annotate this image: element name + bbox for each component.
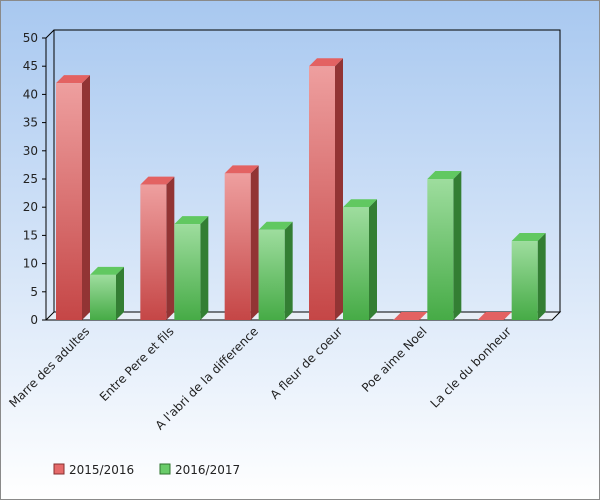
bar: [427, 171, 462, 320]
plot-left-wall-top: [45, 29, 55, 39]
y-tick-label: 10: [23, 257, 38, 271]
bars: [56, 58, 546, 321]
bar: [56, 75, 90, 321]
bar: [258, 221, 293, 320]
y-tick-label: 50: [23, 31, 38, 45]
bar: [224, 165, 259, 320]
y-tick-label: 5: [30, 285, 38, 299]
y-axis: 0 5 10 15 20 25 30 35 40 45 50: [23, 31, 46, 327]
bar: [140, 176, 175, 320]
legend-item: 2015/2016: [53, 463, 134, 477]
y-tick-label: 40: [23, 87, 38, 101]
legend: 2015/2016 2016/2017: [53, 463, 240, 477]
legend-swatch: [159, 463, 171, 475]
legend-label: 2016/2017: [175, 463, 240, 477]
bar: [90, 266, 124, 320]
bar: [477, 312, 512, 320]
y-tick-label: 25: [23, 172, 38, 186]
y-tick-label: 35: [23, 116, 38, 130]
legend-swatch: [53, 463, 65, 475]
bar: [309, 58, 343, 320]
y-tick-label: 30: [23, 144, 38, 158]
bar: [393, 312, 428, 320]
legend-label: 2015/2016: [69, 463, 134, 477]
y-tick-label: 0: [30, 313, 38, 327]
bar: [343, 199, 377, 320]
legend-item: 2016/2017: [159, 463, 240, 477]
y-tick-label: 20: [23, 200, 38, 214]
y-tick-label: 45: [23, 59, 38, 73]
bar: [174, 216, 209, 320]
bar: [511, 233, 546, 320]
y-tick-label: 15: [23, 228, 38, 242]
